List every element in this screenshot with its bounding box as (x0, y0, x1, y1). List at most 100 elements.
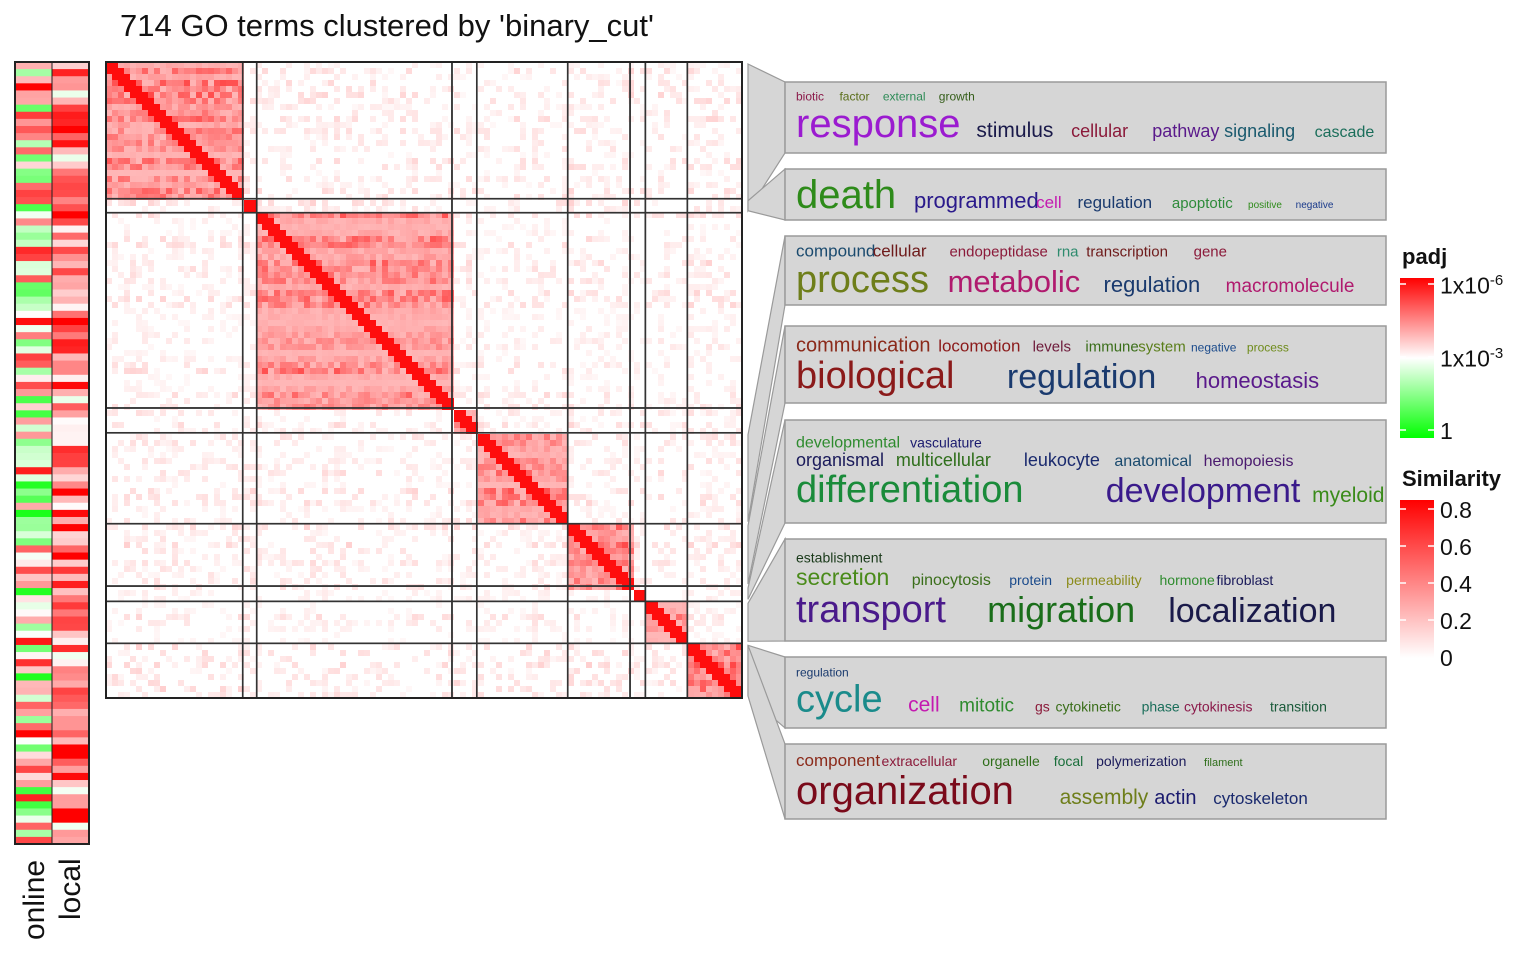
heatmap-cell (694, 680, 700, 686)
heatmap-cell (406, 596, 412, 602)
heatmap-cell (238, 128, 244, 134)
heatmap-cell (406, 608, 412, 614)
heatmap-cell (406, 314, 412, 320)
heatmap-cell (328, 272, 334, 278)
heatmap-cell (280, 332, 286, 338)
heatmap-cell (268, 620, 274, 626)
heatmap-cell (688, 386, 694, 392)
annot-cell-local (52, 588, 89, 596)
heatmap-cell (550, 518, 556, 524)
heatmap-cell (334, 386, 340, 392)
heatmap-cell (178, 566, 184, 572)
heatmap-cell (328, 644, 334, 650)
heatmap-cell (382, 350, 388, 356)
heatmap-cell (652, 128, 658, 134)
heatmap-cell (208, 98, 214, 104)
heatmap-cell (616, 296, 622, 302)
heatmap-cell (430, 260, 436, 266)
heatmap-cell (580, 176, 586, 182)
heatmap-cell (136, 506, 142, 512)
heatmap-cell (406, 110, 412, 116)
heatmap-cell (628, 530, 634, 536)
heatmap-cell (580, 314, 586, 320)
heatmap-cell (214, 146, 220, 152)
heatmap-cell (154, 116, 160, 122)
heatmap-cell (436, 308, 442, 314)
heatmap-cell (664, 68, 670, 74)
heatmap-cell (358, 290, 364, 296)
heatmap-cell (436, 278, 442, 284)
heatmap-cell (622, 272, 628, 278)
heatmap-cell (688, 302, 694, 308)
heatmap-cell (316, 614, 322, 620)
heatmap-cell (178, 386, 184, 392)
heatmap-cell (364, 404, 370, 410)
annot-cell-local (52, 168, 89, 177)
heatmap-cell (304, 230, 310, 236)
heatmap-cell (520, 464, 526, 470)
heatmap-cell (550, 482, 556, 488)
annot-cell-local (52, 197, 89, 205)
heatmap-cell (364, 266, 370, 272)
heatmap-cell (160, 476, 166, 482)
heatmap-cell (412, 314, 418, 320)
heatmap-cell (238, 686, 244, 692)
heatmap-cell (370, 86, 376, 92)
heatmap-cell (196, 494, 202, 500)
heatmap-cell (292, 218, 298, 224)
heatmap-cell (646, 404, 652, 410)
heatmap-cell (568, 374, 574, 380)
heatmap-cell (124, 284, 130, 290)
heatmap-cell (616, 674, 622, 680)
heatmap-cell (316, 272, 322, 278)
heatmap-cell (532, 140, 538, 146)
heatmap-cell (658, 614, 664, 620)
heatmap-cell (514, 680, 520, 686)
heatmap-cell (430, 272, 436, 278)
heatmap-cell (658, 638, 664, 644)
heatmap-cell (604, 350, 610, 356)
heatmap-cell (328, 236, 334, 242)
heatmap-cell (484, 80, 490, 86)
heatmap-cell (304, 200, 310, 206)
heatmap-cell (616, 248, 622, 254)
heatmap-cell (478, 638, 484, 644)
heatmap-cell (484, 134, 490, 140)
heatmap-cell (676, 602, 682, 608)
heatmap-cell (688, 404, 694, 410)
heatmap-cell (424, 320, 430, 326)
heatmap-cell (196, 92, 202, 98)
heatmap-cell (586, 512, 592, 518)
heatmap-cell (430, 242, 436, 248)
heatmap-cell (274, 626, 280, 632)
heatmap-cell (568, 194, 574, 200)
heatmap-cell (454, 164, 460, 170)
heatmap-cell (238, 182, 244, 188)
heatmap-cell (502, 386, 508, 392)
heatmap-cell (352, 620, 358, 626)
heatmap-cell (400, 74, 406, 80)
heatmap-cell (142, 548, 148, 554)
heatmap-cell (460, 296, 466, 302)
heatmap-cell (622, 560, 628, 566)
heatmap-cell (556, 488, 562, 494)
heatmap-cell (478, 500, 484, 506)
heatmap-cell (178, 224, 184, 230)
heatmap-cell (532, 446, 538, 452)
heatmap-cell (190, 158, 196, 164)
heatmap-cell (622, 578, 628, 584)
heatmap-cell (550, 434, 556, 440)
heatmap-cell (274, 464, 280, 470)
heatmap-cell (274, 320, 280, 326)
heatmap-cell (262, 272, 268, 278)
heatmap-cell (448, 398, 454, 404)
heatmap-cell (256, 254, 262, 260)
heatmap-cell (658, 476, 664, 482)
heatmap-cell (436, 398, 442, 404)
heatmap-cell (646, 578, 652, 584)
heatmap-cell (376, 620, 382, 626)
heatmap-cell (316, 308, 322, 314)
heatmap-cell (508, 488, 514, 494)
heatmap-cell (208, 152, 214, 158)
heatmap-cell (388, 98, 394, 104)
